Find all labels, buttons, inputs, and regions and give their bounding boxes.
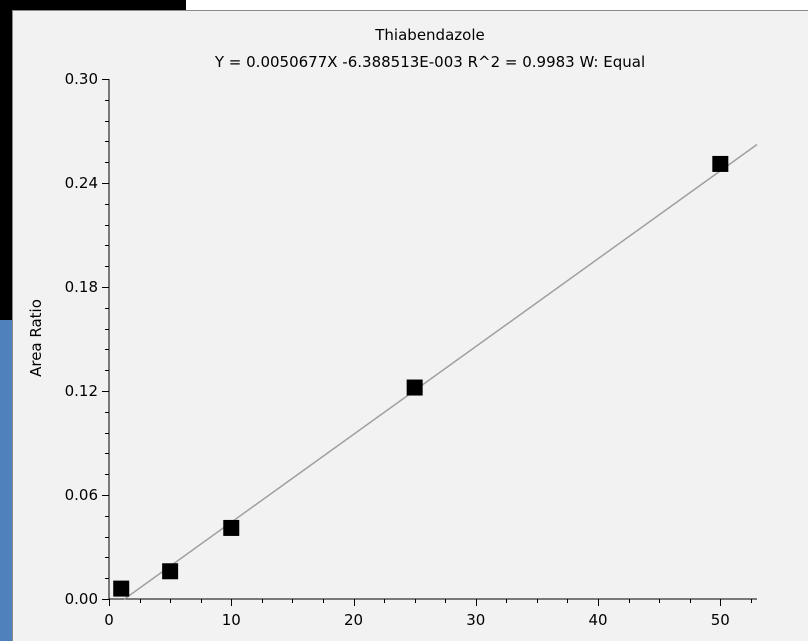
x-tick-label: 50	[711, 611, 730, 629]
y-tick-label: 0.06	[65, 486, 98, 504]
x-tick-label: 40	[589, 611, 608, 629]
y-tick-label: 0.24	[65, 174, 98, 192]
background-strip-top	[0, 0, 186, 10]
x-tick-label: 0	[104, 611, 114, 629]
data-point-marker	[406, 379, 423, 396]
y-tick-label: 0.00	[65, 590, 98, 608]
x-tick-label: 30	[466, 611, 485, 629]
y-tick-label: 0.12	[65, 382, 98, 400]
chart-panel	[12, 10, 808, 641]
chart-title: Thiabendazole	[374, 26, 484, 44]
data-point-marker	[113, 580, 130, 597]
x-tick-label: 10	[222, 611, 241, 629]
x-tick-label: 20	[344, 611, 363, 629]
regression-equation: Y = 0.0050677X -6.388513E-003 R^2 = 0.99…	[214, 53, 645, 71]
background-strip-left	[0, 0, 12, 320]
data-point-marker	[162, 563, 179, 580]
axes: 0.00 0.06 0.12 0.18 0.24 0.30 0 10 20 30 40 50	[65, 70, 757, 629]
background-strip-blue	[0, 320, 12, 641]
y-tick-label: 0.30	[65, 70, 98, 88]
regression-line	[123, 143, 758, 600]
y-tick-label: 0.18	[65, 278, 98, 296]
fit-line-layer	[123, 143, 758, 600]
y-axis-label: Area Ratio	[27, 299, 45, 377]
data-point-marker	[223, 519, 240, 536]
points-layer	[113, 155, 729, 597]
data-point-marker	[712, 155, 729, 172]
